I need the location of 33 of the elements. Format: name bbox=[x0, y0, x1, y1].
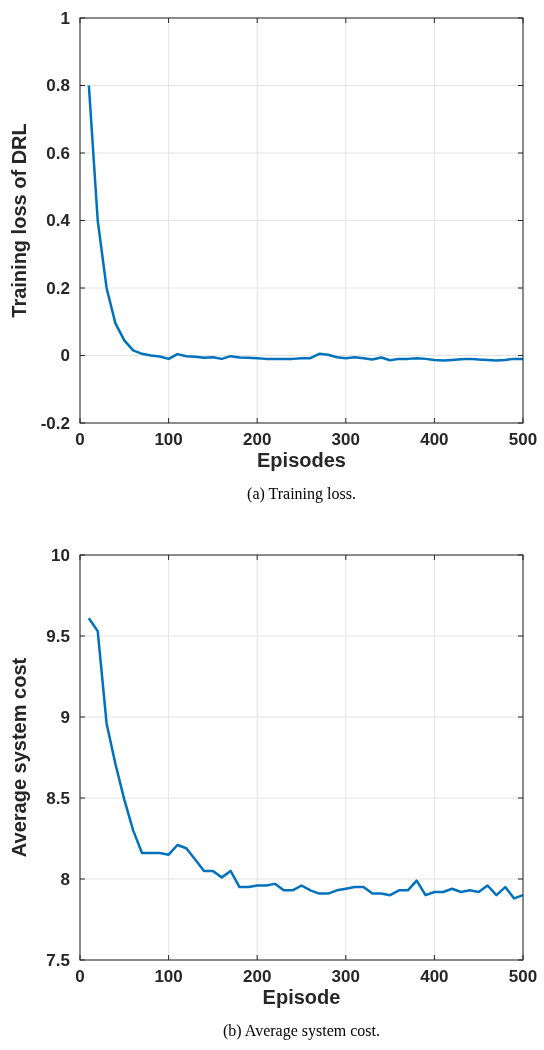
x-tick-label: 400 bbox=[420, 967, 449, 986]
x-tick-label: 0 bbox=[75, 430, 85, 449]
y-tick-label: 0.8 bbox=[46, 76, 70, 96]
x-tick-label: 200 bbox=[243, 967, 272, 986]
x-tick-label: 100 bbox=[154, 430, 183, 449]
x-tick-label: 300 bbox=[331, 430, 360, 449]
y-tick-label: 9 bbox=[60, 707, 70, 727]
y-tick-label: 0.2 bbox=[46, 278, 70, 298]
y-tick-label: 0 bbox=[60, 346, 70, 366]
y-tick-label: 8.5 bbox=[46, 788, 70, 808]
text: (b) Average system cost. bbox=[223, 1022, 380, 1040]
y-axis-title: Training loss of DRL bbox=[8, 123, 30, 318]
x-tick-label: 400 bbox=[420, 430, 449, 449]
y-tick-label: 1 bbox=[60, 8, 70, 28]
y-tick-label: 8 bbox=[60, 869, 70, 889]
line-series bbox=[87, 84, 525, 362]
y-tick-label: 10 bbox=[51, 545, 70, 565]
x-tick-label: 100 bbox=[154, 967, 183, 986]
y-tick-label: 0.6 bbox=[46, 143, 70, 163]
x-axis-title: Episodes bbox=[257, 449, 346, 471]
y-axis-title: Average system cost bbox=[8, 657, 30, 858]
x-tick-label: 200 bbox=[243, 430, 272, 449]
line-series bbox=[87, 616, 525, 900]
y-tick-label: -0.2 bbox=[40, 413, 70, 433]
x-tick-label: 300 bbox=[331, 967, 360, 986]
text: (a) Training loss. bbox=[247, 485, 356, 503]
y-tick-label: 7.5 bbox=[46, 950, 70, 970]
x-tick-label: 500 bbox=[508, 967, 538, 986]
x-tick-label: 0 bbox=[75, 967, 85, 986]
y-tick-label: 9.5 bbox=[46, 626, 70, 646]
x-tick-label: 500 bbox=[508, 430, 538, 449]
y-tick-label: 0.4 bbox=[46, 211, 71, 231]
x-axis-title: Episode bbox=[262, 986, 341, 1008]
